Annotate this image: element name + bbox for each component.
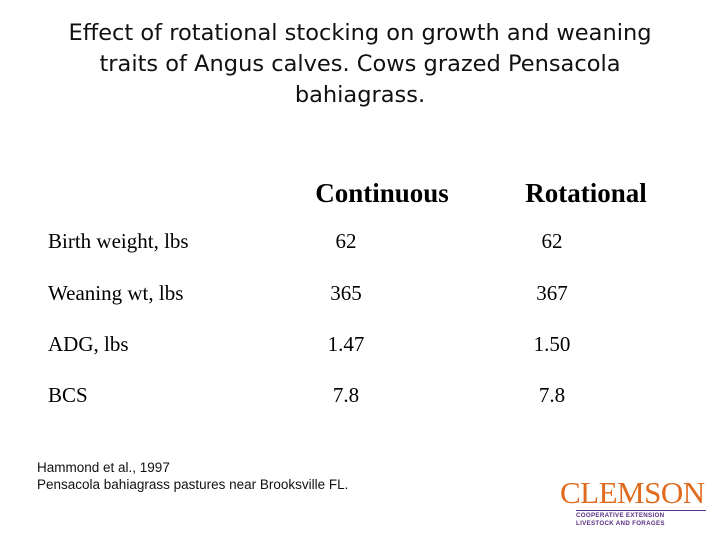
row-label-birth-weight: Birth weight, lbs xyxy=(48,229,189,253)
row-label-weaning-weight: Weaning wt, lbs xyxy=(48,281,184,305)
logo-sub-line-1: COOPERATIVE EXTENSION xyxy=(576,510,706,520)
logo-subtitle: COOPERATIVE EXTENSION LIVESTOCK AND FORA… xyxy=(576,510,706,527)
slide-title: Effect of rotational stocking on growth … xyxy=(30,18,690,111)
column-header-continuous: Continuous xyxy=(315,178,449,208)
cell-bcs-continuous: 7.8 xyxy=(332,383,360,407)
cell-adg-rotational: 1.50 xyxy=(533,332,571,356)
source-line-2: Pensacola bahiagrass pastures near Brook… xyxy=(37,477,349,492)
source-citation: Hammond et al., 1997 Pensacola bahiagras… xyxy=(37,459,348,493)
logo-sub-line-2: LIVESTOCK AND FORAGES xyxy=(576,519,665,527)
source-line-1: Hammond et al., 1997 xyxy=(37,460,170,475)
column-header-rotational: Rotational xyxy=(525,178,647,208)
cell-weaning-weight-continuous: 365 xyxy=(330,281,362,305)
title-line-2: traits of Angus calves. Cows grazed Pens… xyxy=(99,51,621,77)
title-line-1: Effect of rotational stocking on growth … xyxy=(68,20,652,46)
cell-adg-continuous: 1.47 xyxy=(327,332,365,356)
logo-wordmark: CLEMSON xyxy=(560,475,705,510)
title-line-3: bahiagrass. xyxy=(294,82,426,108)
cell-weaning-weight-rotational: 367 xyxy=(536,281,568,305)
row-label-adg: ADG, lbs xyxy=(48,332,129,356)
row-label-bcs: BCS xyxy=(48,383,88,407)
cell-birth-weight-continuous: 62 xyxy=(335,229,357,253)
cell-birth-weight-rotational: 62 xyxy=(541,229,563,253)
cell-bcs-rotational: 7.8 xyxy=(538,383,566,407)
clemson-logo: CLEMSON COOPERATIVE EXTENSION LIVESTOCK … xyxy=(560,475,708,528)
